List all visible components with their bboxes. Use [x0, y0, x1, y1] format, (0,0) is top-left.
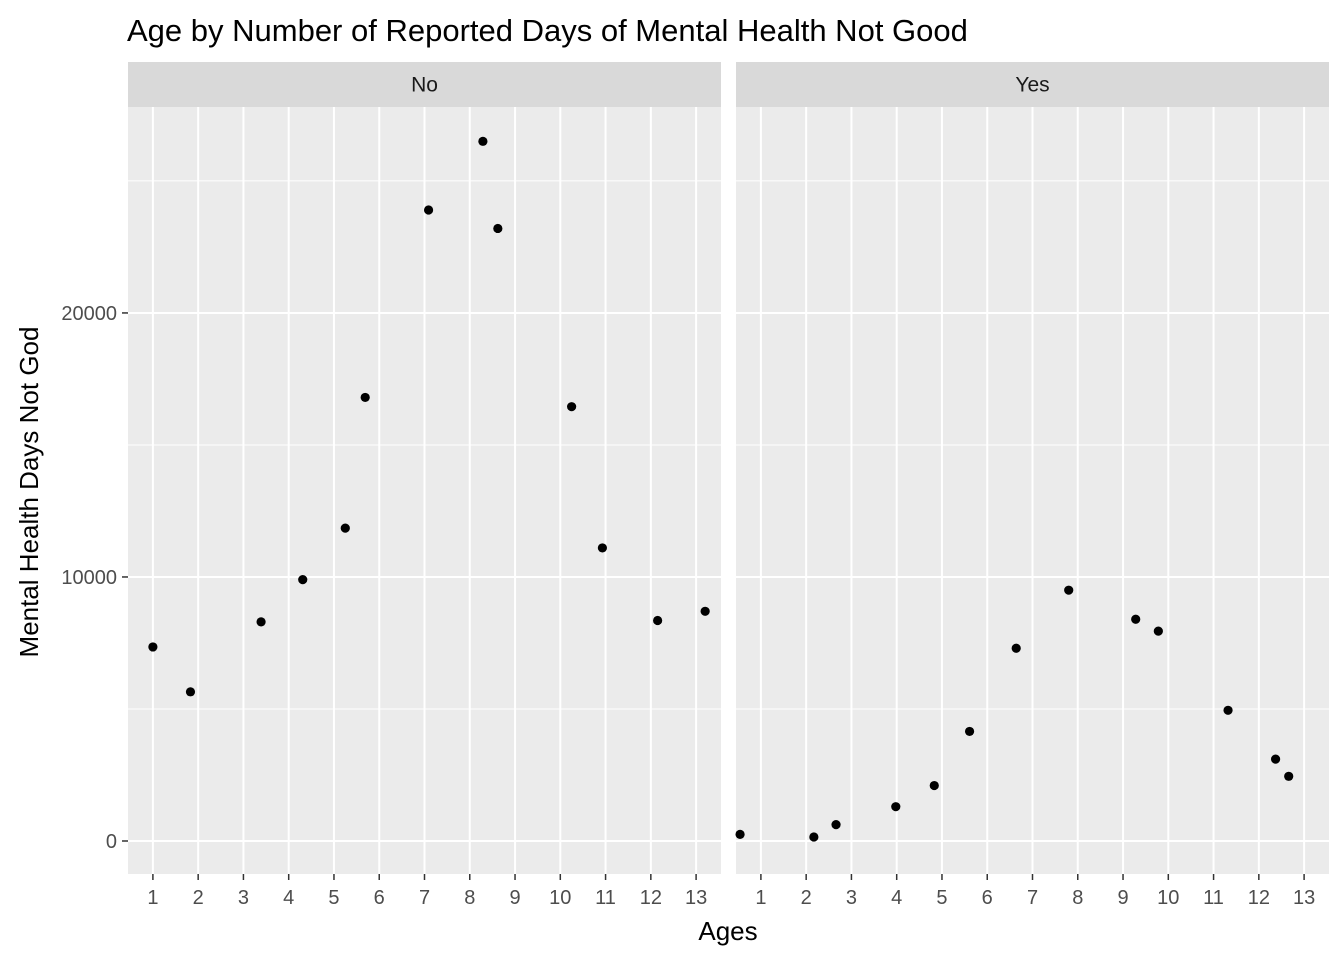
data-point	[809, 832, 819, 842]
x-tick-label: 3	[238, 887, 249, 909]
facet-strip-label: Yes	[1015, 74, 1049, 97]
x-tick-label: 4	[891, 887, 902, 909]
x-tick-label: 6	[982, 887, 993, 909]
data-point	[340, 523, 350, 533]
data-point	[831, 820, 841, 830]
data-point	[653, 615, 663, 626]
data-point	[148, 642, 158, 652]
data-point	[1284, 771, 1294, 781]
data-point	[423, 205, 434, 215]
x-tick-label: 13	[685, 887, 707, 909]
x-tick-label: 11	[595, 887, 616, 909]
data-point	[185, 687, 196, 697]
x-tick-label: 8	[464, 887, 475, 909]
data-point	[929, 780, 939, 791]
x-tick-label: 1	[147, 887, 158, 909]
x-tick-label: 7	[419, 887, 430, 909]
data-point	[256, 617, 266, 627]
data-point	[493, 223, 503, 234]
data-point	[1223, 705, 1233, 715]
x-tick-label: 13	[1293, 887, 1315, 909]
data-point	[1153, 626, 1163, 636]
x-tick-label: 9	[509, 887, 520, 909]
y-tick-label: 20000	[61, 303, 117, 325]
facet-strip-label: No	[411, 74, 438, 97]
data-point	[1064, 585, 1074, 595]
facet-strip-yes	[736, 62, 1329, 107]
x-tick-label: 5	[936, 887, 947, 909]
data-point	[1011, 643, 1021, 653]
data-point	[1131, 614, 1141, 624]
x-axis-title: Ages	[698, 916, 757, 946]
x-tick-label: 12	[1248, 887, 1270, 909]
x-tick-label: 5	[328, 887, 339, 909]
facet-strip-no	[128, 62, 721, 107]
x-tick-label: 9	[1117, 887, 1128, 909]
x-tick-label: 10	[1157, 887, 1179, 909]
data-point	[478, 136, 488, 146]
data-point	[567, 402, 577, 412]
y-axis: 0 10000 20000	[61, 303, 128, 853]
data-point	[298, 575, 308, 585]
y-axis-title: Mental Health Days Not God	[14, 327, 44, 658]
x-tick-label: 10	[549, 887, 571, 909]
x-tick-label: 3	[846, 887, 857, 909]
data-point	[964, 726, 975, 737]
data-point	[360, 392, 370, 403]
data-point	[597, 543, 608, 553]
x-tick-label: 12	[640, 887, 662, 909]
x-tick-label: 11	[1203, 887, 1224, 909]
x-tick-label: 7	[1027, 887, 1038, 909]
x-tick-label: 1	[755, 887, 766, 909]
data-point	[735, 829, 745, 839]
x-tick-label: 6	[374, 887, 385, 909]
facet-panel-no: No1 2 3 4 5 6 7 8 9 10 11 12 13	[128, 62, 721, 909]
x-tick-label: 4	[283, 887, 294, 909]
y-tick-label: 0	[106, 831, 117, 853]
data-point	[1270, 754, 1281, 764]
chart-title: Age by Number of Reported Days of Mental…	[127, 13, 968, 48]
data-point	[891, 802, 901, 812]
y-tick-label: 10000	[61, 567, 117, 589]
x-tick-label: 2	[193, 887, 204, 909]
x-tick-label: 8	[1072, 887, 1083, 909]
x-tick-label: 2	[801, 887, 812, 909]
data-point	[700, 606, 710, 616]
